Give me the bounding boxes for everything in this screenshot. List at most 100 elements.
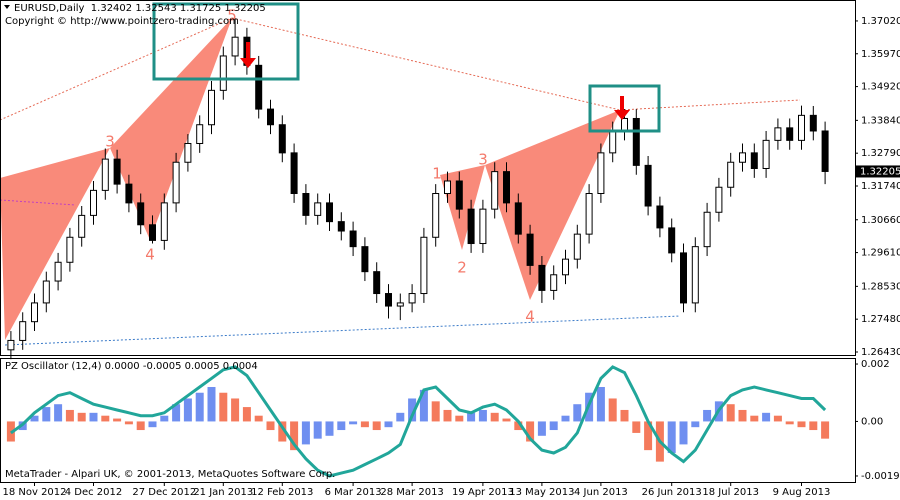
candle-body — [526, 233, 534, 266]
trend-line — [231, 17, 621, 111]
y-tick-label: 1.28530 — [861, 281, 900, 292]
candle-body — [621, 117, 628, 132]
histogram-bar — [54, 404, 63, 422]
oscillator-title: PZ Oscillator (12,4) 0.0000 -0.0005 0.00… — [5, 361, 258, 372]
histogram-bar — [360, 421, 369, 428]
pattern-label: 2 — [457, 259, 467, 277]
candle-body — [255, 64, 263, 110]
histogram-bar — [679, 421, 688, 445]
pattern-label: 3 — [105, 133, 115, 151]
candle-body — [19, 321, 27, 341]
y-tick-label: 1.31740 — [861, 181, 900, 192]
candle-body — [691, 246, 699, 304]
histogram-bar — [313, 421, 322, 439]
sell-arrow — [240, 42, 256, 68]
candle-body — [231, 36, 239, 57]
candle-body — [278, 124, 286, 154]
histogram-bar — [278, 421, 287, 442]
footer: MetaTrader - Alpari UK, © 2001-2013, Met… — [5, 469, 335, 480]
histogram-bar — [644, 421, 653, 451]
histogram-bar — [384, 421, 393, 428]
candle-body — [609, 130, 617, 154]
candle-body — [774, 127, 782, 141]
candle-body — [514, 202, 522, 235]
candle-body — [137, 202, 145, 226]
candle-body — [54, 261, 62, 282]
candle-body — [7, 339, 15, 351]
oscillator-line — [10, 365, 827, 478]
y-tick-label: 1.33840 — [861, 115, 900, 126]
histogram-bar — [821, 421, 830, 439]
histogram-bar — [408, 398, 417, 422]
chart-title: EURUSD,Daily 1.32402 1.32543 1.31725 1.3… — [14, 3, 266, 14]
candle-body — [396, 302, 404, 307]
menu-arrow — [4, 5, 10, 9]
plot-area: 3 4 5 1 2 3 4 — [6, 7, 830, 478]
histogram-bar — [396, 412, 405, 422]
candle-body — [467, 208, 475, 245]
x-tick-label: 21 Jan 2013 — [193, 487, 253, 498]
candle-body — [184, 142, 192, 163]
candle-body — [432, 193, 440, 238]
sell-arrow — [614, 96, 630, 120]
histogram-bar — [231, 398, 240, 422]
candle-body — [680, 252, 687, 304]
histogram-bar — [667, 421, 676, 454]
candle-body — [538, 264, 546, 291]
histogram-bar — [490, 412, 499, 422]
histogram-bar — [325, 421, 334, 436]
candle-body — [585, 193, 593, 235]
candle-body — [196, 124, 204, 144]
overlay — [152, 2, 661, 133]
pattern-fill — [485, 110, 620, 300]
candle-body — [172, 161, 180, 204]
histogram-bar — [419, 389, 428, 422]
histogram-bar — [809, 421, 818, 431]
histogram-bar — [478, 409, 487, 422]
histogram-bar — [443, 409, 452, 422]
candle-body — [361, 246, 369, 273]
x-tick-label: 18 Nov 2012 — [2, 487, 66, 498]
pattern-fill — [110, 18, 232, 240]
histogram-bar — [290, 421, 299, 451]
pattern-label: 1 — [432, 165, 442, 183]
histogram-bar — [691, 421, 700, 428]
y-tick-label: 0.002 — [861, 359, 890, 370]
candle-body — [101, 158, 109, 191]
candle-body — [314, 202, 322, 216]
y-tick-label: 1.35970 — [861, 49, 900, 60]
histogram-bar — [502, 418, 511, 422]
candle-body — [42, 280, 50, 304]
pattern-label: 3 — [478, 151, 488, 169]
histogram-bar — [101, 415, 110, 422]
histogram-bar — [183, 398, 192, 422]
candle-body — [408, 293, 416, 304]
candle-body — [479, 208, 487, 245]
candle-body — [385, 293, 392, 307]
pattern-label: 5 — [227, 7, 237, 25]
histogram-bar — [113, 418, 122, 422]
histogram-bar — [750, 415, 759, 422]
histogram-bar — [195, 392, 204, 422]
x-tick-label: 19 Apr 2013 — [452, 487, 514, 498]
candle-body — [267, 108, 274, 126]
histogram-bar — [301, 421, 310, 445]
x-tick-label: 26 Jun 2013 — [642, 487, 702, 498]
histogram-bar — [337, 421, 346, 431]
candle-body — [66, 236, 74, 263]
candle-body — [326, 202, 333, 223]
candle-body — [337, 221, 345, 232]
y-tick-label: 1.26430 — [861, 347, 900, 358]
y-tick-label: 1.32790 — [861, 148, 900, 159]
histogram-bar — [762, 412, 771, 422]
histogram-bar — [620, 409, 629, 422]
candle-body — [302, 193, 310, 216]
x-tick-label: 4 Jun 2013 — [574, 487, 628, 498]
pattern-label: 4 — [145, 246, 155, 264]
candle-body — [90, 189, 97, 216]
histogram-bar — [773, 415, 782, 422]
histogram-bar — [136, 421, 145, 431]
candle-body — [31, 302, 38, 323]
x-tick-label: 4 Dec 2012 — [65, 487, 123, 498]
histogram-bar — [526, 421, 535, 442]
